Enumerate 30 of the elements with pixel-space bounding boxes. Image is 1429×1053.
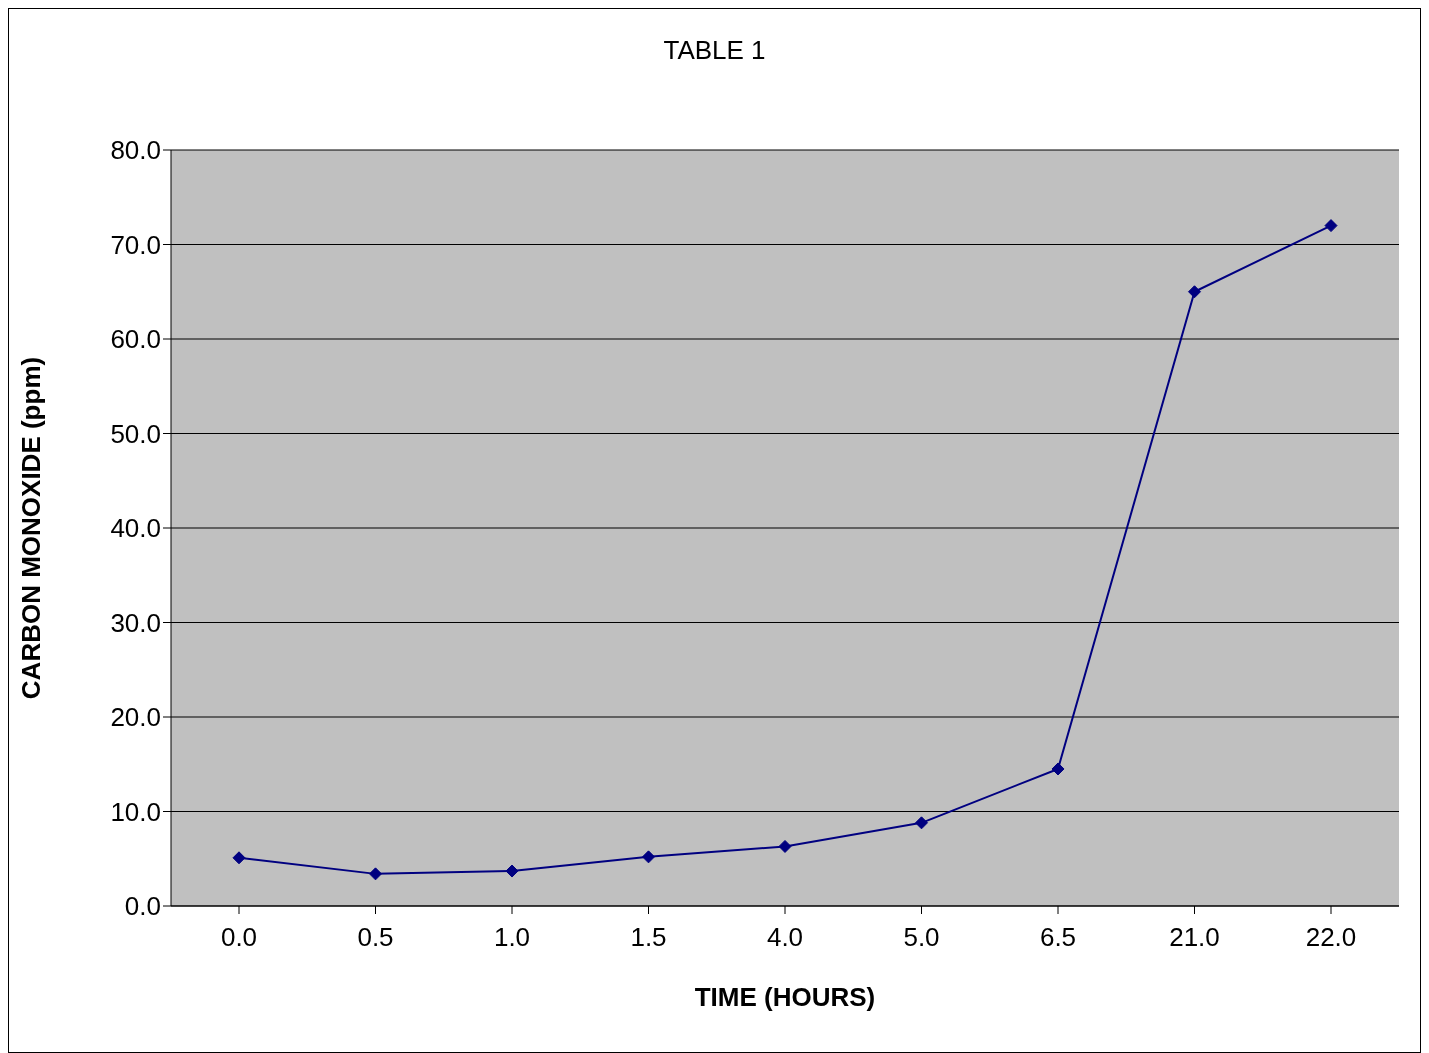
point (915, 816, 928, 830)
point (1324, 219, 1338, 233)
point (1051, 762, 1065, 776)
x-tick-label: 1.5 (630, 922, 667, 953)
y-axis-title: CARBON MONOXIDE (ppm) (16, 356, 47, 700)
x-tick-label: 4.0 (766, 922, 804, 953)
chart-title: TABLE 1 (662, 35, 767, 66)
y-tick-label: 80.0 (110, 135, 161, 166)
y-tick-label: 70.0 (110, 229, 161, 260)
y-tick-label: 0.0 (124, 891, 161, 922)
point (505, 864, 519, 878)
y-tick-label: 60.0 (110, 324, 161, 355)
point (369, 867, 382, 881)
point (642, 850, 655, 864)
x-tick-label: 22.0 (1305, 922, 1357, 953)
y-tick-label: 20.0 (110, 702, 161, 733)
x-tick-label: 5.0 (903, 922, 940, 953)
y-tick-label: 10.0 (110, 796, 161, 827)
x-tick-label: 0.0 (220, 922, 258, 953)
point (778, 839, 792, 853)
point (232, 851, 246, 865)
x-tick-label: 1.0 (493, 922, 531, 953)
y-tick-label: 30.0 (110, 607, 161, 638)
y-tick-label: 40.0 (110, 513, 161, 544)
x-tick-label: 0.5 (357, 922, 394, 953)
y-tick-label: 50.0 (110, 418, 161, 449)
x-tick-label: 6.5 (1039, 922, 1077, 953)
point (1188, 285, 1201, 299)
x-axis-title: TIME (HOURS) (694, 982, 876, 1012)
x-tick-label: 21.0 (1169, 922, 1220, 953)
